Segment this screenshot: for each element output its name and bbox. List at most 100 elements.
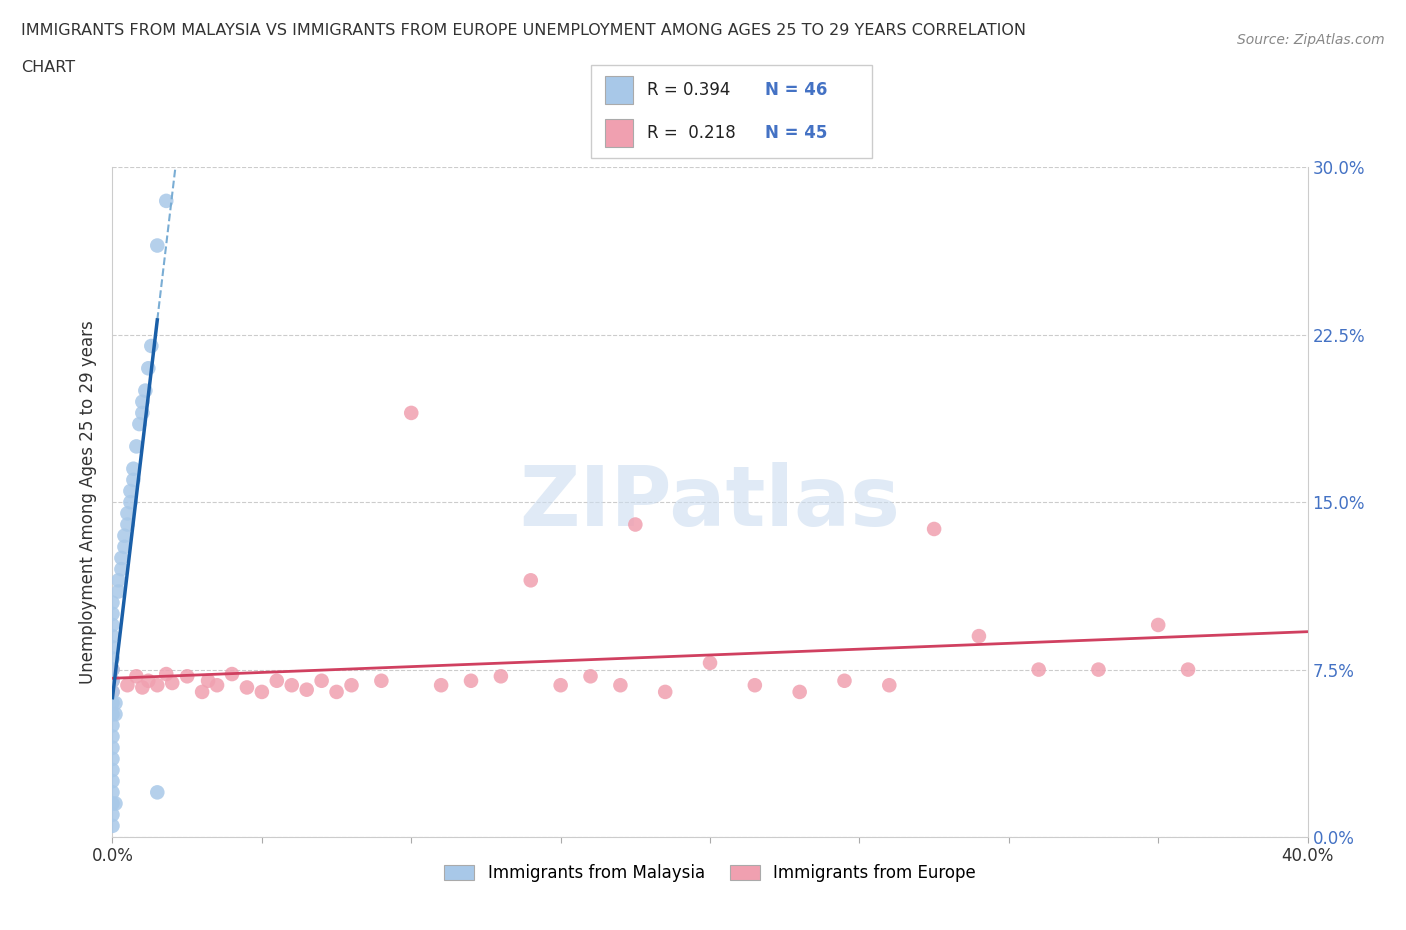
Point	[1087, 662, 1109, 677]
Point	[125, 669, 148, 684]
Point	[550, 678, 572, 693]
Y-axis label: Unemployment Among Ages 25 to 29 years: Unemployment Among Ages 25 to 29 years	[79, 320, 97, 684]
Point	[131, 394, 153, 409]
Point	[624, 517, 647, 532]
Point	[101, 651, 124, 666]
Point	[191, 684, 214, 699]
Point	[146, 238, 169, 253]
Text: Source: ZipAtlas.com: Source: ZipAtlas.com	[1237, 33, 1385, 46]
Point	[101, 718, 124, 733]
Point	[117, 678, 139, 693]
Point	[117, 506, 139, 521]
Point	[120, 495, 142, 510]
Point	[104, 696, 127, 711]
Point	[967, 629, 990, 644]
Point	[101, 629, 124, 644]
Point	[101, 673, 124, 688]
Point	[101, 818, 124, 833]
Point	[162, 675, 183, 690]
Point	[104, 707, 127, 722]
Point	[101, 807, 124, 822]
Point	[104, 796, 127, 811]
Point	[131, 405, 153, 420]
Point	[609, 678, 631, 693]
Point	[101, 662, 124, 677]
Text: N = 46: N = 46	[765, 81, 827, 100]
Point	[101, 707, 124, 722]
Point	[101, 740, 124, 755]
Point	[101, 684, 124, 699]
Point	[110, 551, 132, 565]
Point	[430, 678, 453, 693]
Point	[146, 785, 169, 800]
Text: IMMIGRANTS FROM MALAYSIA VS IMMIGRANTS FROM EUROPE UNEMPLOYMENT AMONG AGES 25 TO: IMMIGRANTS FROM MALAYSIA VS IMMIGRANTS F…	[21, 23, 1026, 38]
Point	[101, 763, 124, 777]
Point	[699, 656, 721, 671]
Point	[155, 667, 177, 682]
Legend: Immigrants from Malaysia, Immigrants from Europe: Immigrants from Malaysia, Immigrants fro…	[437, 857, 983, 889]
Bar	[605, 119, 633, 147]
Point	[155, 193, 177, 208]
Point	[120, 484, 142, 498]
Point	[101, 684, 124, 699]
Point	[101, 595, 124, 610]
Point	[834, 673, 856, 688]
Point	[520, 573, 543, 588]
Point	[340, 678, 363, 693]
Point	[1028, 662, 1050, 677]
Point	[101, 751, 124, 766]
Point	[101, 662, 124, 677]
Point	[789, 684, 811, 699]
Text: R =  0.218: R = 0.218	[647, 124, 735, 142]
Point	[295, 683, 318, 698]
Point	[101, 696, 124, 711]
Point	[101, 618, 124, 632]
Point	[134, 383, 156, 398]
Point	[325, 684, 347, 699]
Point	[146, 678, 169, 693]
Point	[489, 669, 512, 684]
Point	[401, 405, 423, 420]
Point	[138, 673, 160, 688]
Bar	[605, 76, 633, 104]
Point	[101, 729, 124, 744]
Point	[101, 640, 124, 655]
Point	[101, 785, 124, 800]
Text: N = 45: N = 45	[765, 124, 827, 142]
Text: R = 0.394: R = 0.394	[647, 81, 730, 100]
Point	[122, 472, 145, 487]
Point	[281, 678, 304, 693]
Point	[107, 573, 129, 588]
Point	[117, 517, 139, 532]
Point	[654, 684, 676, 699]
Point	[114, 528, 135, 543]
FancyBboxPatch shape	[591, 65, 872, 158]
Point	[266, 673, 288, 688]
Point	[1177, 662, 1199, 677]
Point	[138, 361, 160, 376]
Point	[236, 680, 259, 695]
Point	[107, 584, 129, 599]
Point	[122, 461, 145, 476]
Point	[311, 673, 333, 688]
Point	[125, 439, 148, 454]
Point	[197, 673, 219, 688]
Text: CHART: CHART	[21, 60, 75, 75]
Point	[110, 562, 132, 577]
Point	[370, 673, 392, 688]
Point	[205, 678, 228, 693]
Point	[101, 673, 124, 688]
Point	[128, 417, 150, 432]
Point	[460, 673, 482, 688]
Text: ZIPatlas: ZIPatlas	[520, 461, 900, 543]
Point	[101, 606, 124, 621]
Point	[579, 669, 602, 684]
Point	[131, 680, 153, 695]
Point	[101, 796, 124, 811]
Point	[221, 667, 243, 682]
Point	[879, 678, 901, 693]
Point	[922, 522, 945, 537]
Point	[141, 339, 163, 353]
Point	[250, 684, 273, 699]
Point	[1147, 618, 1170, 632]
